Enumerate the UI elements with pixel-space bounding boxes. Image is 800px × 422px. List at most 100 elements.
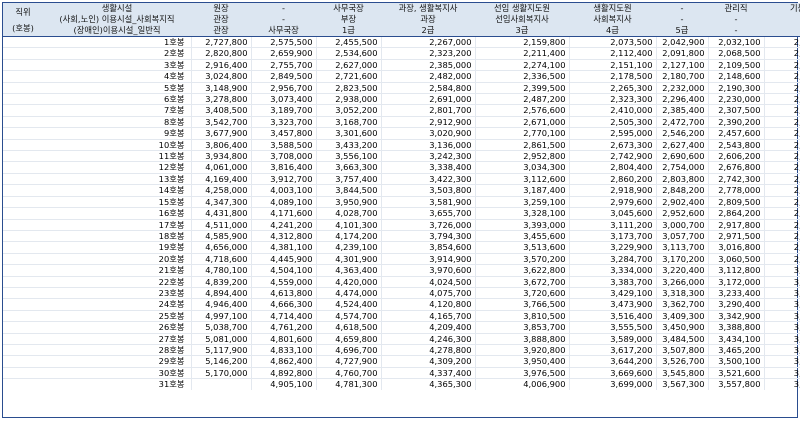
- salary-cell: 2,671,000: [474, 116, 569, 129]
- row-spacer: [3, 93, 43, 106]
- salary-cell: 2,296,400: [655, 93, 708, 106]
- salary-cell: 4,618,500: [315, 321, 381, 334]
- row-spacer: [3, 139, 43, 152]
- header-cell: 생활시설: [43, 3, 191, 14]
- salary-cell: 4,524,400: [315, 298, 381, 311]
- salary-cell: 4,363,400: [315, 264, 381, 277]
- row-spacer: [3, 59, 43, 72]
- step-label: 28호봉: [43, 344, 191, 357]
- salary-cell: 4,347,300: [190, 196, 251, 209]
- step-label: 1호봉: [43, 36, 191, 49]
- row-spacer: [3, 173, 43, 186]
- salary-cell: 2,815,100: [763, 219, 800, 231]
- salary-cell: 2,719,900: [763, 196, 800, 209]
- salary-cell: 3,409,300: [655, 310, 708, 323]
- salary-cell: 2,912,900: [380, 116, 475, 129]
- salary-cell: 4,760,700: [315, 367, 381, 380]
- salary-cell: 3,699,000: [568, 378, 656, 390]
- salary-cell: 3,338,400: [380, 161, 475, 174]
- table-row: 3호봉 2,916,400 2,755,700 2,627,000 2,385,000 2…: [3, 59, 800, 72]
- salary-cell: 4,028,700: [315, 207, 381, 220]
- salary-cell: 2,677,600: [763, 184, 800, 197]
- header-cell: -: [708, 25, 764, 37]
- salary-cell: 4,585,900: [190, 230, 251, 243]
- salary-cell: 3,473,900: [568, 298, 656, 311]
- salary-cell: 2,180,700: [655, 70, 708, 83]
- header-cell: 1급: [316, 25, 381, 37]
- salary-cell: 3,457,800: [250, 127, 316, 140]
- header-cell: 사무국장: [316, 3, 381, 14]
- row-spacer: [3, 321, 43, 334]
- row-spacer: [3, 161, 43, 174]
- step-label: 12호봉: [43, 161, 191, 174]
- salary-cell: 3,453,300: [763, 367, 800, 380]
- header-cell: 생활지도원: [569, 3, 656, 14]
- salary-cell: 2,809,500: [707, 196, 764, 209]
- salary-cell: 2,921,300: [763, 241, 800, 254]
- salary-cell: 2,159,800: [474, 36, 569, 49]
- table-row: 27호봉 5,081,000 4,801,600 4,659,800 4,246,300…: [3, 333, 800, 345]
- step-label: 6호봉: [43, 93, 191, 106]
- salary-cell: 2,482,000: [380, 70, 475, 83]
- salary-cell: 2,505,300: [568, 116, 656, 129]
- header-cell: 부장: [316, 14, 381, 25]
- step-label: 14호봉: [43, 184, 191, 197]
- salary-cell: 3,137,700: [763, 287, 800, 300]
- salary-cell: 3,970,600: [380, 264, 475, 277]
- step-label: 18호봉: [43, 230, 191, 243]
- salary-cell: 3,455,600: [474, 230, 569, 243]
- header-cell: -: [656, 14, 708, 25]
- salary-cell: 4,075,700: [380, 287, 475, 300]
- salary-cell: 2,691,000: [380, 93, 475, 106]
- row-spacer: [3, 36, 43, 49]
- salary-cell: 4,431,800: [190, 207, 251, 220]
- table-row: 2호봉 2,820,800 2,659,900 2,534,600 2,323,200 2…: [3, 47, 800, 60]
- salary-cell: 3,112,600: [474, 173, 569, 186]
- step-label: 17호봉: [43, 219, 191, 231]
- salary-cell: 2,323,200: [380, 47, 475, 60]
- salary-cell: 2,952,600: [655, 207, 708, 220]
- salary-cell: 2,770,100: [474, 127, 569, 140]
- salary-cell: 2,399,500: [474, 82, 569, 95]
- salary-cell: 3,301,600: [315, 127, 381, 140]
- step-label: 24호봉: [43, 298, 191, 311]
- salary-cell: 4,171,600: [250, 207, 316, 220]
- salary-cell: 3,173,700: [568, 230, 656, 243]
- salary-cell: 4,241,200: [250, 219, 316, 231]
- step-label: 22호봉: [43, 276, 191, 288]
- row-spacer: [3, 241, 43, 254]
- salary-cell: 2,267,000: [380, 36, 475, 49]
- table-row: 6호봉 3,278,800 3,073,400 2,938,000 2,691,000 2…: [3, 93, 800, 106]
- salary-cell: 2,629,000: [763, 173, 800, 186]
- header-cell: 선임사회복지사: [475, 14, 569, 25]
- salary-cell: 3,816,400: [250, 161, 316, 174]
- salary-cell: 2,385,400: [655, 104, 708, 117]
- row-spacer: [3, 355, 43, 368]
- row-spacer: [3, 298, 43, 311]
- salary-cell: 2,190,300: [707, 82, 764, 95]
- salary-cell: 3,233,400: [707, 287, 764, 300]
- step-label: 13호봉: [43, 173, 191, 186]
- salary-cell: 3,920,800: [474, 344, 569, 357]
- salary-cell: 2,627,400: [655, 139, 708, 152]
- salary-cell: 3,148,900: [190, 82, 251, 95]
- salary-cell: 4,120,800: [380, 298, 475, 311]
- salary-cell: 2,336,500: [474, 70, 569, 83]
- header-cell: 3급: [475, 25, 569, 37]
- salary-cell: 2,288,000: [763, 116, 800, 129]
- salary-cell: 2,472,700: [655, 116, 708, 129]
- salary-cell: 3,617,200: [568, 344, 656, 357]
- salary-cell: 4,258,000: [190, 184, 251, 197]
- header-cell: 원장: [191, 3, 251, 14]
- salary-cell: 3,516,400: [568, 310, 656, 323]
- salary-cell: 2,487,200: [474, 93, 569, 106]
- step-label: 15호봉: [43, 196, 191, 209]
- salary-cell: 3,500,100: [707, 355, 764, 368]
- header-cell: 5급: [656, 25, 708, 37]
- salary-cell: 2,742,900: [568, 150, 656, 163]
- salary-cell: 3,433,200: [315, 139, 381, 152]
- salary-cell: 4,174,200: [315, 230, 381, 243]
- salary-cell: 3,757,400: [315, 173, 381, 186]
- header-cell: 4급: [569, 25, 656, 37]
